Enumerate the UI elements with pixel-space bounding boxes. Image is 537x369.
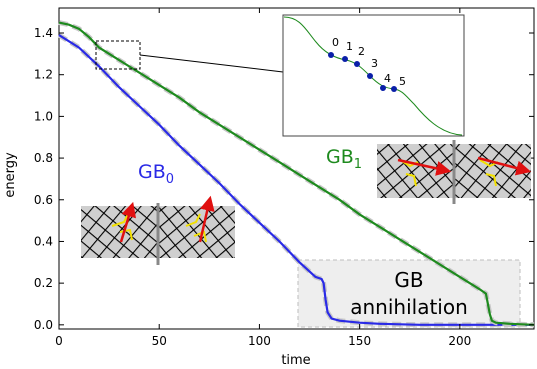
series-layer [57,20,535,328]
gb1-label-main: GB [326,146,354,168]
microstructure-right [377,140,532,204]
y-tick-label: 0.6 [34,193,53,207]
x-tick-label: 150 [348,334,371,348]
x-tick-label: 200 [448,334,471,348]
inset-point-label: 2 [358,45,365,58]
microstructure-left-grain-b [158,206,235,258]
inset-points: 0 1 234 5 [328,36,406,92]
y-tick-label: 1.2 [34,68,53,82]
gb1-label-sub: 1 [354,157,362,172]
inset-frame [282,14,465,137]
x-tick-label: 0 [55,334,63,348]
gb1-label: GB1 [326,146,362,172]
inset-point [328,52,334,58]
annihilation-label-line1: GB [394,268,423,292]
y-tick-label: 0.4 [34,234,53,248]
series-1-line [58,21,535,326]
inset-point-label: 5 [399,75,406,88]
inset-point [342,56,348,62]
inset-point-label: 0 [332,36,339,49]
inset-point [391,86,397,92]
microstructure-left [81,195,235,265]
x-axis-label: time [281,353,310,368]
x-tick-label: 50 [152,334,167,348]
inset-point-label: 1 [346,40,353,53]
y-tick-label: 1.0 [34,109,53,123]
gb0-label-sub: 0 [166,172,174,187]
y-tick-label: 0.8 [34,151,53,165]
inset-point [354,61,360,67]
inset-point [380,85,386,91]
microstructure-left-grain-a [81,206,158,258]
microstructure-left-arrow-a [119,201,137,243]
microstructure-right-grain-b [454,144,531,198]
annihilation-label-line2: annihilation [350,295,468,319]
gb0-label-main: GB [138,161,166,183]
zoom-connector-line [139,54,284,73]
microstructure-left-yellow-b [185,213,207,243]
inset-point [367,73,373,79]
y-axis-label: energy [3,152,18,198]
inset-point-label: 4 [384,72,391,85]
y-tick-label: 0.0 [34,318,53,332]
x-tick-label: 100 [248,334,271,348]
inset-point-label: 3 [371,57,378,70]
microstructure-right-arrow-a [397,158,452,176]
microstructure-right-arrow-b [477,156,532,176]
y-tick-label: 0.2 [34,276,53,290]
microstructure-left-arrow-b [198,195,215,243]
series-0-line [58,34,534,326]
y-tick-label: 1.4 [34,26,53,40]
microstructure-right-grain-a [377,144,454,198]
inset-zoom: 0 1 234 5 [282,14,465,137]
gb0-label: GB0 [138,161,174,187]
